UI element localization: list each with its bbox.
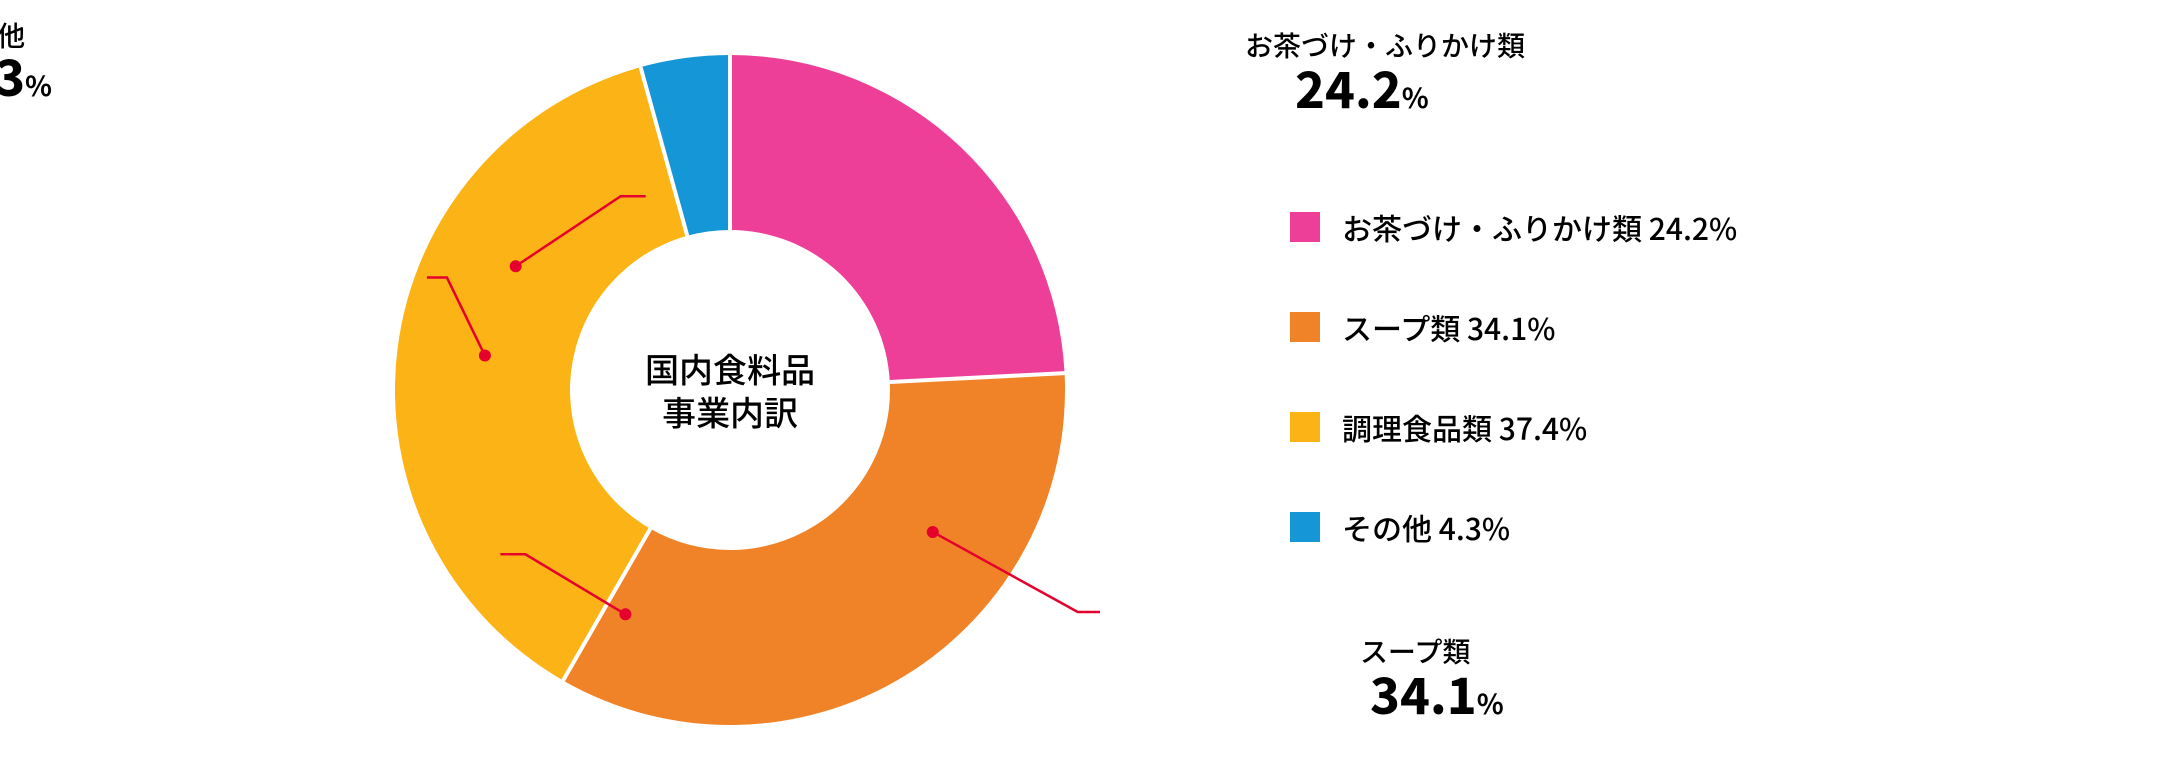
leader-dot-ochazuke [510, 260, 522, 272]
legend-label: 調理食品類 37.4% [1342, 405, 1587, 449]
chart-center-label: 国内食料品 事業内訳 [645, 348, 815, 433]
callout-value: 24.2 [1295, 51, 1402, 123]
callout-value: 4.3 [0, 39, 25, 111]
callout-value-row: 34.1% [1370, 666, 1504, 721]
legend-item-chouri: 調理食品類 37.4% [1290, 405, 1737, 449]
leader-dot-soup [927, 526, 939, 538]
legend-swatch [1290, 512, 1320, 542]
legend: お茶づけ・ふりかけ類 24.2% スープ類 34.1% 調理食品類 37.4% その他… [1290, 205, 1737, 549]
center-label-line1: 国内食料品 [645, 348, 815, 391]
callout-pct-sign: % [1477, 683, 1504, 723]
callout-value-row: 4.3% [0, 48, 52, 103]
callout-value-row: 24.2% [1295, 60, 1429, 115]
legend-item-sonota: その他 4.3% [1290, 505, 1737, 549]
legend-swatch [1290, 412, 1320, 442]
callout-pct-sign: % [1402, 77, 1429, 117]
callout-pct-sign: % [25, 65, 52, 105]
donut-chart: 国内食料品 事業内訳 お茶づけ・ふりかけ類 24.2% スープ類 34.1% 調… [360, 20, 1100, 760]
leader-dot-sonota [479, 350, 491, 362]
legend-swatch [1290, 212, 1320, 242]
leader-dot-chouri [619, 608, 631, 620]
donut-slice-ochazuke [730, 55, 1065, 382]
legend-label: お茶づけ・ふりかけ類 24.2% [1342, 205, 1737, 249]
legend-item-soup: スープ類 34.1% [1290, 305, 1737, 349]
legend-label: スープ類 34.1% [1342, 305, 1555, 349]
callout-value: 34.1 [1370, 657, 1477, 729]
legend-swatch [1290, 312, 1320, 342]
legend-item-ochazuke: お茶づけ・ふりかけ類 24.2% [1290, 205, 1737, 249]
center-label-line2: 事業内訳 [645, 390, 815, 433]
legend-label: その他 4.3% [1342, 505, 1510, 549]
figure-root: 国内食料品 事業内訳 お茶づけ・ふりかけ類 24.2% スープ類 34.1% 調… [0, 0, 2160, 781]
